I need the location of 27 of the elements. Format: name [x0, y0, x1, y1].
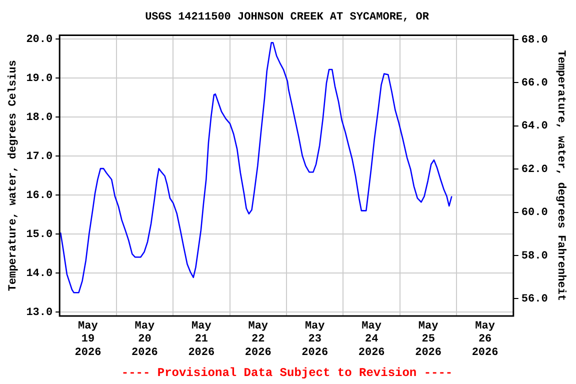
y2-tick-label: 64.0 [521, 120, 548, 133]
y-tick-label: 19.0 [26, 72, 53, 85]
x-tick-label: May 23 2026 [302, 320, 328, 359]
x-tick-label: May 24 2026 [358, 320, 385, 359]
y-axis-title: Temperature, water, degrees Celsius [7, 60, 20, 292]
chart-title: USGS 14211500 JOHNSON CREEK AT SYCAMORE, OR [145, 11, 430, 24]
x-tick-label: May 22 2026 [244, 320, 272, 359]
x-tick-label: May 20 2026 [131, 320, 158, 359]
x-tick-label: May 21 2026 [188, 320, 215, 359]
y-tick-label: 16.0 [26, 190, 53, 202]
y-tick-label: 18.0 [26, 112, 53, 124]
text: ---- Provisional Data Subject to Revision ---- [121, 366, 453, 380]
x-tick-label: May 26 2026 [472, 320, 498, 359]
y2-tick-label: 56.0 [521, 293, 548, 306]
y2-tick-label: 68.0 [521, 34, 548, 46]
y2-axis-title: Temperature, water, degrees Fahrenheit [554, 50, 567, 302]
x-tick-label: May 25 2026 [415, 320, 442, 359]
y2-tick-label: 66.0 [521, 77, 548, 90]
y2-tick-label: 62.0 [521, 164, 548, 176]
y-tick-label: 17.0 [26, 150, 53, 163]
y2-tick-label: 58.0 [521, 250, 548, 262]
x-tick-label: May 19 2026 [74, 320, 102, 359]
y-tick-label: 13.0 [26, 306, 53, 319]
y-tick-label: 20.0 [26, 34, 53, 46]
y-tick-label: 15.0 [26, 228, 53, 241]
y-tick-label: 14.0 [26, 268, 53, 280]
y2-tick-label: 60.0 [521, 207, 548, 220]
